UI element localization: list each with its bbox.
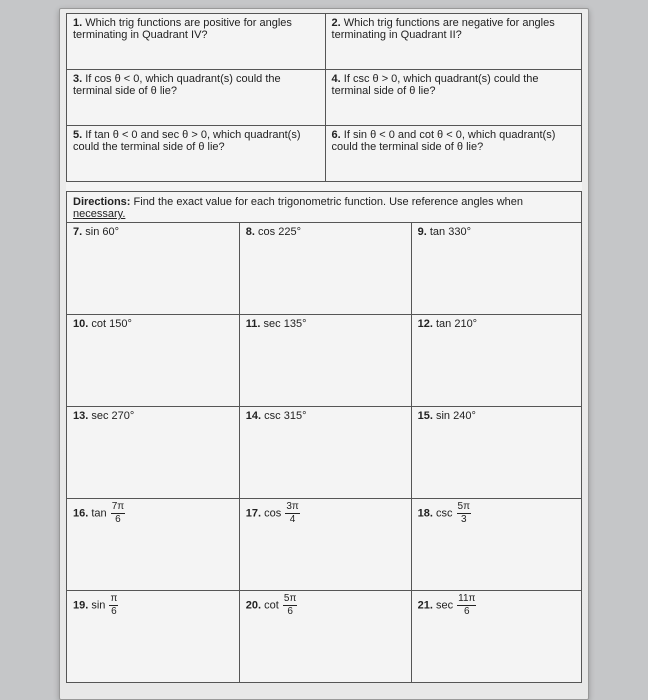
frac-bot: 4 [285,514,299,525]
q-num: 17. [246,507,261,519]
exact-cell-10: 10. cot 150° [67,315,240,407]
q-num: 6. [332,129,341,141]
question-row: 5. If tan θ < 0 and sec θ > 0, which qua… [67,126,582,182]
q-num: 5. [73,129,82,141]
exact-cell-7: 7. sin 60° [67,223,240,315]
exact-cell-14: 14. csc 315° [239,407,411,499]
exact-row: 16. tan 7π 6 17. cos 3π 4 18. csc 5π [67,499,582,591]
question-cell-5: 5. If tan θ < 0 and sec θ > 0, which qua… [67,126,326,182]
q-text: If csc θ > 0, which quadrant(s) could th… [332,73,539,97]
q-label: cos 225° [258,226,301,238]
q-num: 4. [332,73,341,85]
frac-top: 5π [283,594,297,606]
worksheet-table: 1. Which trig functions are positive for… [66,13,582,683]
frac-top: 11π [457,594,476,606]
q-num: 20. [246,599,261,611]
question-cell-3: 3. If cos θ < 0, which quadrant(s) could… [67,70,326,126]
directions-necessary: necessary. [73,208,125,220]
directions-text: Find the exact value for each trigonomet… [134,196,524,208]
exact-cell-15: 15. sin 240° [411,407,581,499]
q-num: 15. [418,410,433,422]
frac-top: 5π [457,502,471,514]
fraction: 11π 6 [456,594,477,617]
question-row: 1. Which trig functions are positive for… [67,14,582,70]
exact-cell-18: 18. csc 5π 3 [411,499,581,591]
question-cell-4: 4. If csc θ > 0, which quadrant(s) could… [325,70,581,126]
directions-row: Directions: Find the exact value for eac… [67,192,582,223]
q-fn: sin [91,599,105,611]
exact-cell-9: 9. tan 330° [411,223,581,315]
exact-cell-16: 16. tan 7π 6 [67,499,240,591]
q-num: 3. [73,73,82,85]
q-fn: cot [264,599,279,611]
exact-cell-12: 12. tan 210° [411,315,581,407]
q-num: 2. [332,17,341,29]
fraction: π 6 [108,594,119,617]
q-num: 16. [73,507,88,519]
frac-bot: 3 [457,514,471,525]
fraction: 5π 3 [456,502,472,525]
exact-cell-19: 19. sin π 6 [67,591,240,683]
q-label: sec 270° [91,410,134,422]
q-label: cot 150° [91,318,131,330]
q-fn: cos [264,507,281,519]
q-num: 13. [73,410,88,422]
q-num: 14. [246,410,261,422]
q-num: 19. [73,599,88,611]
q-num: 21. [418,599,433,611]
q-label: csc 315° [264,410,306,422]
question-row: 3. If cos θ < 0, which quadrant(s) could… [67,70,582,126]
q-num: 18. [418,507,433,519]
q-text: If cos θ < 0, which quadrant(s) could th… [73,73,281,97]
exact-row: 10. cot 150° 11. sec 135° 12. tan 210° [67,315,582,407]
frac-bot: 6 [283,606,297,617]
frac-top: π [109,594,118,606]
exact-cell-8: 8. cos 225° [239,223,411,315]
exact-cell-13: 13. sec 270° [67,407,240,499]
q-label: sec 135° [264,318,307,330]
exact-row: 19. sin π 6 20. cot 5π 6 21. sec 11π [67,591,582,683]
q-num: 11. [246,318,261,330]
q-label: tan 210° [436,318,477,330]
fraction: 5π 6 [282,594,298,617]
exact-cell-21: 21. sec 11π 6 [411,591,581,683]
question-cell-6: 6. If sin θ < 0 and cot θ < 0, which qua… [325,126,581,182]
fraction: 3π 4 [284,502,300,525]
q-fn: csc [436,507,453,519]
q-text: If tan θ < 0 and sec θ > 0, which quadra… [73,129,301,153]
exact-cell-17: 17. cos 3π 4 [239,499,411,591]
frac-top: 3π [285,502,299,514]
spacer-row [67,182,582,192]
directions-cell: Directions: Find the exact value for eac… [67,192,582,223]
frac-bot: 6 [111,514,125,525]
directions-label: Directions: [73,196,130,208]
q-num: 7. [73,226,82,238]
q-num: 1. [73,17,82,29]
q-label: tan 330° [430,226,471,238]
q-num: 8. [246,226,255,238]
q-fn: tan [91,507,106,519]
question-cell-2: 2. Which trig functions are negative for… [325,14,581,70]
q-num: 12. [418,318,433,330]
q-num: 9. [418,226,427,238]
exact-cell-11: 11. sec 135° [239,315,411,407]
question-cell-1: 1. Which trig functions are positive for… [67,14,326,70]
q-num: 10. [73,318,88,330]
fraction: 7π 6 [110,502,126,525]
q-label: sin 240° [436,410,476,422]
worksheet-page: 1. Which trig functions are positive for… [59,8,589,700]
q-fn: sec [436,599,453,611]
q-text: Which trig functions are negative for an… [332,17,555,41]
exact-row: 7. sin 60° 8. cos 225° 9. tan 330° [67,223,582,315]
q-text: If sin θ < 0 and cot θ < 0, which quadra… [332,129,556,153]
q-label: sin 60° [85,226,119,238]
frac-bot: 6 [457,606,476,617]
exact-row: 13. sec 270° 14. csc 315° 15. sin 240° [67,407,582,499]
frac-bot: 6 [109,606,118,617]
frac-top: 7π [111,502,125,514]
exact-cell-20: 20. cot 5π 6 [239,591,411,683]
q-text: Which trig functions are positive for an… [73,17,292,41]
